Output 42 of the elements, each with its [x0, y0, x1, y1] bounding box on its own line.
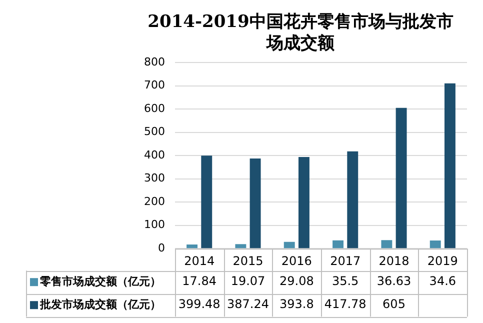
y-tick-label: 100 [144, 218, 165, 232]
data-label: 399.48 [178, 297, 220, 312]
bar [201, 156, 212, 248]
bar [250, 158, 261, 248]
data-label: 34.6 [429, 274, 456, 288]
bar [430, 240, 441, 248]
data-label: 605 [382, 297, 406, 312]
bar [235, 244, 246, 248]
data-label: 387.24 [226, 297, 269, 312]
legend-label: 批发市场成交额（亿元） [39, 298, 161, 311]
y-tick-label: 700 [144, 78, 165, 92]
data-label: 35.5 [332, 274, 359, 288]
bar [284, 242, 295, 248]
data-label: 36.63 [376, 274, 412, 288]
y-tick-label: 600 [144, 102, 165, 115]
legend-label: 零售市场成交额（亿元） [39, 274, 161, 288]
x-tick-label: 2015 [232, 254, 264, 268]
y-tick-label: 500 [144, 125, 165, 138]
data-label: 417.78 [324, 297, 366, 312]
text: 场成交额 [266, 33, 334, 54]
y-tick-label: 300 [144, 172, 165, 185]
bar [332, 240, 344, 248]
data-label: 17.84 [182, 274, 217, 288]
text: 2014-2019中国花卉零售市场与批发市 [148, 12, 454, 32]
data-label: 19.07 [230, 274, 266, 288]
bar [186, 244, 198, 248]
bar [444, 83, 456, 248]
x-tick-label: 2016 [281, 254, 312, 268]
y-tick-label: 800 [144, 55, 165, 68]
y-tick-label: 200 [144, 194, 165, 208]
bar [396, 108, 407, 248]
data-label: 29.08 [279, 274, 314, 288]
bar [298, 156, 310, 248]
bar [381, 240, 392, 248]
x-tick-label: 2018 [378, 254, 410, 268]
x-tick-label: 2019 [427, 254, 458, 268]
x-tick-label: 2014 [184, 254, 215, 268]
y-tick-label: 0 [158, 241, 165, 254]
bar [347, 151, 358, 248]
data-label: 393.8 [279, 297, 314, 312]
x-tick-label: 2017 [330, 254, 361, 268]
y-tick-label: 400 [144, 148, 165, 162]
